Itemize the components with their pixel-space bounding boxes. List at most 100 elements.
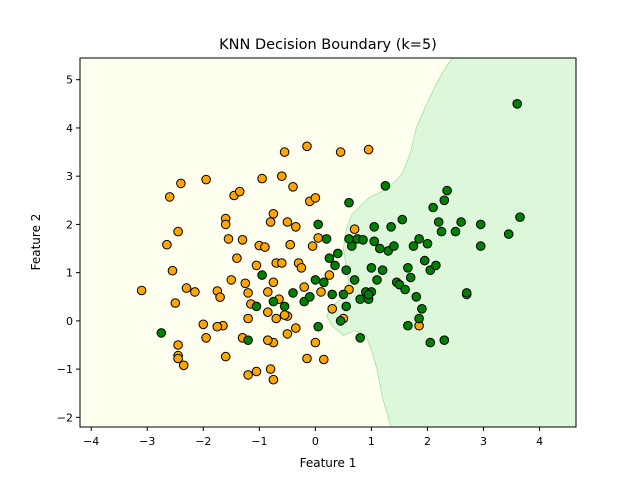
data-point-class-1 (333, 248, 343, 259)
data-point-class-1 (358, 235, 368, 245)
data-point-class-1 (405, 272, 416, 283)
data-point-class-1 (377, 265, 388, 276)
data-point-class-1 (279, 301, 290, 312)
data-point-class-0 (335, 147, 346, 157)
data-point-class-1 (436, 226, 447, 237)
data-point-class-0 (299, 282, 310, 292)
data-point-class-0 (316, 287, 326, 297)
plot-frame (79, 57, 577, 428)
data-point-class-1 (344, 234, 354, 244)
x-tick-label: 0 (312, 435, 319, 448)
data-point-class-1 (433, 217, 444, 227)
data-point-class-1 (414, 234, 424, 244)
data-point-class-1 (397, 214, 408, 225)
data-point-class-1 (369, 236, 380, 247)
data-point-class-1 (442, 185, 452, 196)
data-point-class-0 (271, 313, 282, 324)
data-point-class-0 (319, 354, 329, 365)
data-point-class-1 (330, 260, 340, 271)
data-point-class-1 (341, 301, 352, 312)
data-point-class-1 (439, 195, 450, 206)
data-point-class-1 (313, 219, 324, 230)
data-point-class-1 (400, 284, 410, 295)
data-point-class-0 (136, 285, 147, 296)
data-point-class-1 (257, 270, 267, 280)
data-point-class-0 (201, 174, 211, 185)
data-point-class-1 (425, 337, 436, 348)
data-point-class-1 (389, 241, 399, 251)
data-point-class-0 (302, 353, 312, 364)
data-point-class-0 (251, 366, 262, 377)
data-point-class-1 (355, 333, 366, 343)
x-axis-label: Feature 1 (300, 456, 357, 470)
data-point-class-1 (321, 234, 332, 244)
data-point-class-0 (198, 319, 209, 330)
plot-area (80, 58, 576, 427)
data-points (136, 99, 525, 385)
data-point-class-1 (243, 335, 253, 346)
data-point-class-1 (305, 292, 315, 302)
data-point-class-1 (419, 255, 430, 266)
data-point-class-1 (344, 197, 354, 208)
data-point-class-0 (310, 193, 321, 203)
data-point-class-0 (268, 209, 279, 219)
x-tick-label: −1 (251, 435, 267, 448)
data-point-class-0 (363, 144, 374, 155)
x-tick-label: 2 (424, 435, 431, 448)
data-point-class-1 (417, 304, 427, 314)
y-tick-label: 3 (66, 170, 73, 183)
data-point-class-1 (324, 253, 335, 264)
data-point-class-0 (279, 147, 290, 157)
data-point-class-0 (327, 304, 338, 314)
data-point-class-0 (164, 192, 175, 202)
data-point-class-1 (366, 263, 377, 273)
data-point-class-1 (355, 294, 366, 305)
data-point-class-1 (251, 301, 262, 312)
data-point-class-1 (349, 275, 360, 285)
data-point-class-1 (386, 222, 396, 232)
data-point-class-1 (319, 277, 329, 288)
data-point-class-0 (201, 333, 211, 343)
data-point-class-0 (313, 233, 324, 243)
data-point-class-0 (181, 283, 192, 293)
data-point-class-0 (282, 217, 293, 227)
data-point-class-0 (285, 239, 296, 250)
y-tick-label: 2 (66, 218, 73, 231)
y-tick-label: 0 (66, 315, 73, 328)
y-axis-label: Feature 2 (29, 214, 43, 271)
data-point-class-1 (503, 229, 514, 239)
data-point-class-1 (327, 289, 338, 300)
data-point-class-1 (512, 99, 523, 109)
data-point-class-0 (240, 278, 251, 289)
data-point-class-1 (414, 313, 424, 324)
data-point-class-1 (341, 265, 352, 276)
y-tick-label: 4 (66, 122, 73, 135)
data-point-class-0 (232, 253, 242, 264)
data-point-class-0 (263, 307, 273, 318)
data-point-class-1 (335, 316, 346, 326)
data-point-class-0 (234, 186, 245, 197)
data-point-class-1 (431, 260, 441, 271)
data-point-class-1 (403, 320, 413, 331)
data-point-class-1 (428, 202, 438, 213)
data-point-class-1 (403, 263, 413, 273)
data-point-class-0 (167, 265, 178, 276)
data-point-class-1 (338, 289, 349, 300)
data-point-class-0 (279, 310, 290, 320)
x-tick-label: −2 (195, 435, 211, 448)
data-point-class-1 (450, 226, 461, 237)
data-point-class-0 (296, 263, 307, 273)
data-point-class-0 (243, 370, 253, 380)
data-point-class-1 (363, 289, 374, 300)
data-point-class-0 (257, 173, 267, 184)
data-point-class-1 (380, 181, 391, 191)
data-point-class-0 (277, 171, 287, 181)
data-point-class-1 (313, 321, 324, 332)
data-point-class-0 (310, 337, 321, 348)
data-point-class-0 (291, 323, 301, 333)
x-tick-label: 4 (536, 435, 543, 448)
data-point-class-1 (411, 292, 422, 302)
data-point-class-0 (170, 298, 181, 308)
x-tick-label: 1 (368, 435, 375, 448)
